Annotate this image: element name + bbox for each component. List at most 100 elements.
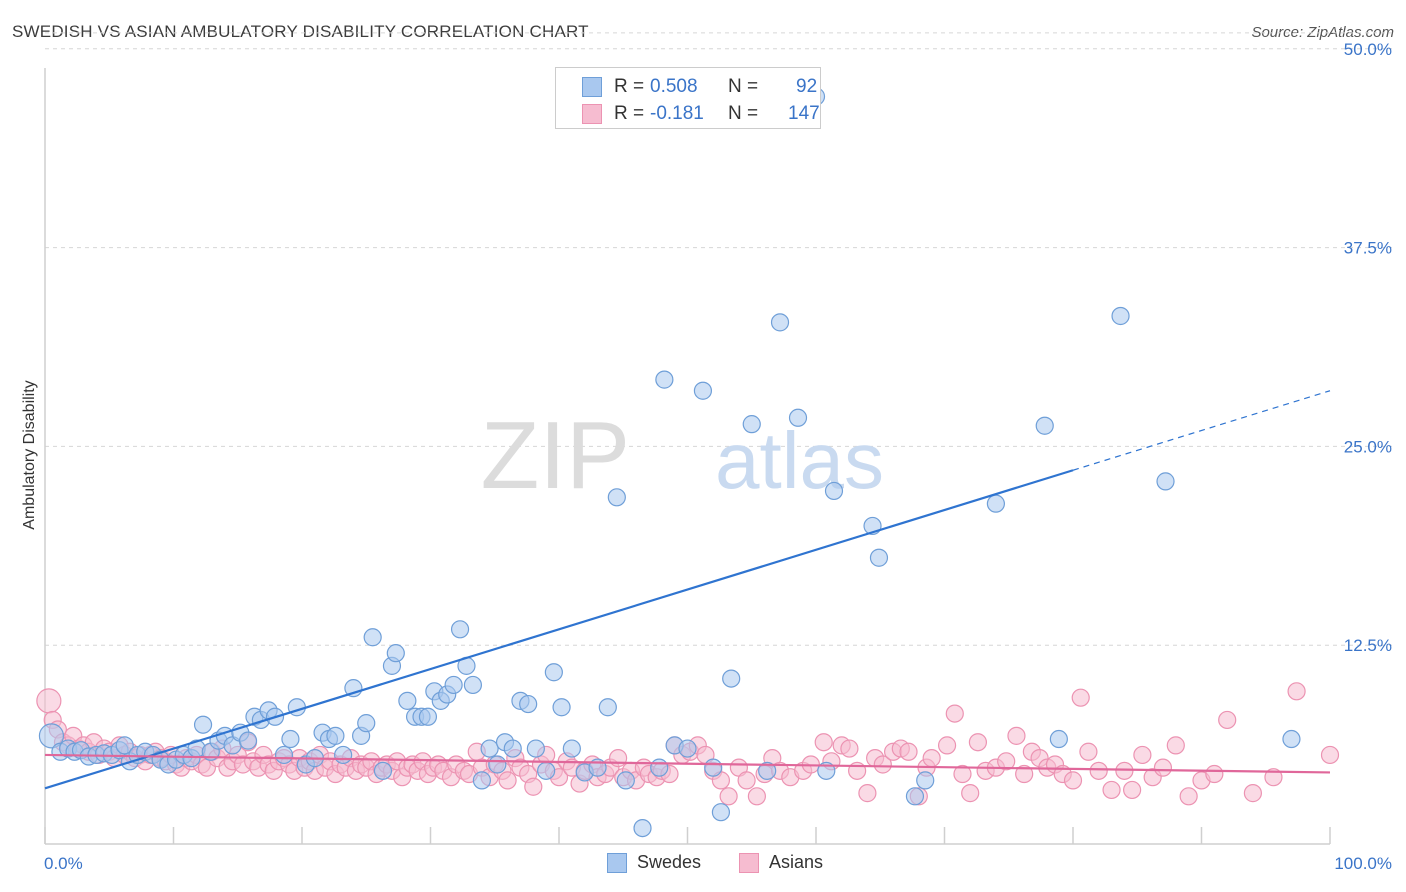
asians-point [997, 752, 1016, 771]
swedes-point [711, 803, 731, 822]
asians-point [719, 787, 738, 806]
swedes-point [655, 370, 674, 389]
legend-item-asians: Asians [739, 852, 823, 873]
swedes-point [326, 726, 345, 745]
asians-point [953, 764, 972, 784]
swedes-point [398, 691, 417, 710]
swedes-point [386, 644, 405, 663]
swedes-point [986, 494, 1006, 513]
swedes-points [38, 77, 1301, 838]
asians-point [968, 733, 988, 752]
asians-point [1133, 745, 1152, 765]
asians-point [36, 688, 62, 714]
swedes-point [562, 739, 581, 758]
swedes-point [274, 745, 294, 765]
legend-swatch-swedes [607, 852, 627, 873]
swedes-point [1282, 729, 1301, 749]
watermark-zip: ZIP [481, 402, 630, 509]
legend-label-swedes: Swedes [637, 852, 702, 872]
x-tick-label-max: 100.0% [1334, 854, 1392, 873]
swedes-point [193, 715, 213, 734]
swedes-point [916, 771, 935, 790]
swedes-point [758, 761, 777, 780]
swedes-point [281, 729, 300, 749]
legend-top: R = 0.508 N = 92 R = -0.181 N = 147 [555, 67, 821, 129]
swedes-point [537, 761, 556, 780]
swedes-point [824, 481, 844, 501]
swedes-point [742, 415, 761, 434]
swedes-point [450, 620, 470, 639]
swedes-point [526, 739, 545, 758]
asians-point [1205, 764, 1224, 784]
asians-point [609, 749, 628, 768]
asians-point [1015, 764, 1034, 784]
legend-r-value-swedes: 0.508 [650, 76, 698, 97]
swedes-point [472, 771, 491, 790]
asians-point [899, 742, 918, 761]
asians-point [1320, 745, 1340, 765]
asians-point [524, 777, 543, 796]
swedes-point [480, 739, 499, 758]
asians-trend-line [44, 753, 1331, 774]
asians-point [873, 755, 892, 774]
watermark: ZIP atlas [481, 402, 884, 509]
swedes-point [418, 707, 438, 726]
tick-labels: 12.5% 25.0% 37.5% 50.0% 0.0% 100.0% [44, 40, 1392, 873]
y-tick-label: 50.0% [1344, 40, 1392, 59]
axis-layer [44, 68, 1331, 845]
legend-r-value-asians: -0.181 [650, 103, 704, 124]
legend-n-value-swedes: 92 [796, 76, 818, 97]
swedes-point [598, 698, 617, 717]
asians-point [1264, 768, 1283, 787]
legend-swatch-asians [739, 852, 759, 873]
asians-point [840, 739, 859, 758]
asians-point [858, 784, 877, 803]
legend-r-label: R = [614, 103, 645, 124]
asians-point [1115, 761, 1134, 780]
swedes-point [607, 488, 626, 507]
asians-point [1007, 726, 1026, 745]
swedes-point [357, 714, 376, 733]
asians-point [1123, 780, 1142, 800]
swedes-point [488, 755, 507, 774]
swedes-point [616, 771, 635, 790]
swedes-trend-extension [1072, 390, 1331, 471]
legend-label-asians: Asians [769, 852, 824, 872]
asians-point [961, 784, 980, 803]
trend-lines [44, 390, 1331, 790]
legend-n-value-asians: 147 [788, 103, 820, 124]
swedes-point [444, 675, 463, 695]
asians-point [937, 736, 957, 755]
asians-point [1166, 736, 1185, 755]
chart-source: Source: ZipAtlas.com [1251, 24, 1394, 41]
legend-swatch-swedes [582, 77, 602, 97]
legend-item-swedes: Swedes [607, 852, 701, 873]
swedes-point [334, 745, 353, 765]
asians-point [1218, 710, 1237, 730]
asians-point [1287, 682, 1306, 701]
grid-layer [45, 32, 1392, 646]
swedes-point [722, 669, 741, 688]
legend-row-asians: R = -0.181 N = 147 [582, 103, 820, 125]
swedes-point [905, 787, 925, 806]
asians-point [737, 771, 756, 790]
asians-point [1102, 780, 1121, 800]
swedes-point [678, 739, 697, 758]
swedes-point [650, 758, 669, 777]
swedes-point [1111, 306, 1130, 326]
swedes-point [788, 408, 808, 427]
asians-point [1243, 784, 1263, 803]
swedes-point [1156, 472, 1175, 491]
swedes-point [552, 698, 571, 717]
legend-r-label: R = [614, 76, 645, 97]
legend-bottom: Swedes Asians [0, 852, 1406, 878]
swedes-trend-line [44, 469, 1074, 790]
asians-point [1089, 761, 1108, 780]
legend-swatch-asians [582, 104, 602, 124]
watermark-atlas: atlas [715, 416, 884, 505]
swedes-point [363, 628, 382, 647]
asians-point [498, 771, 517, 790]
y-tick-label: 12.5% [1344, 636, 1392, 655]
